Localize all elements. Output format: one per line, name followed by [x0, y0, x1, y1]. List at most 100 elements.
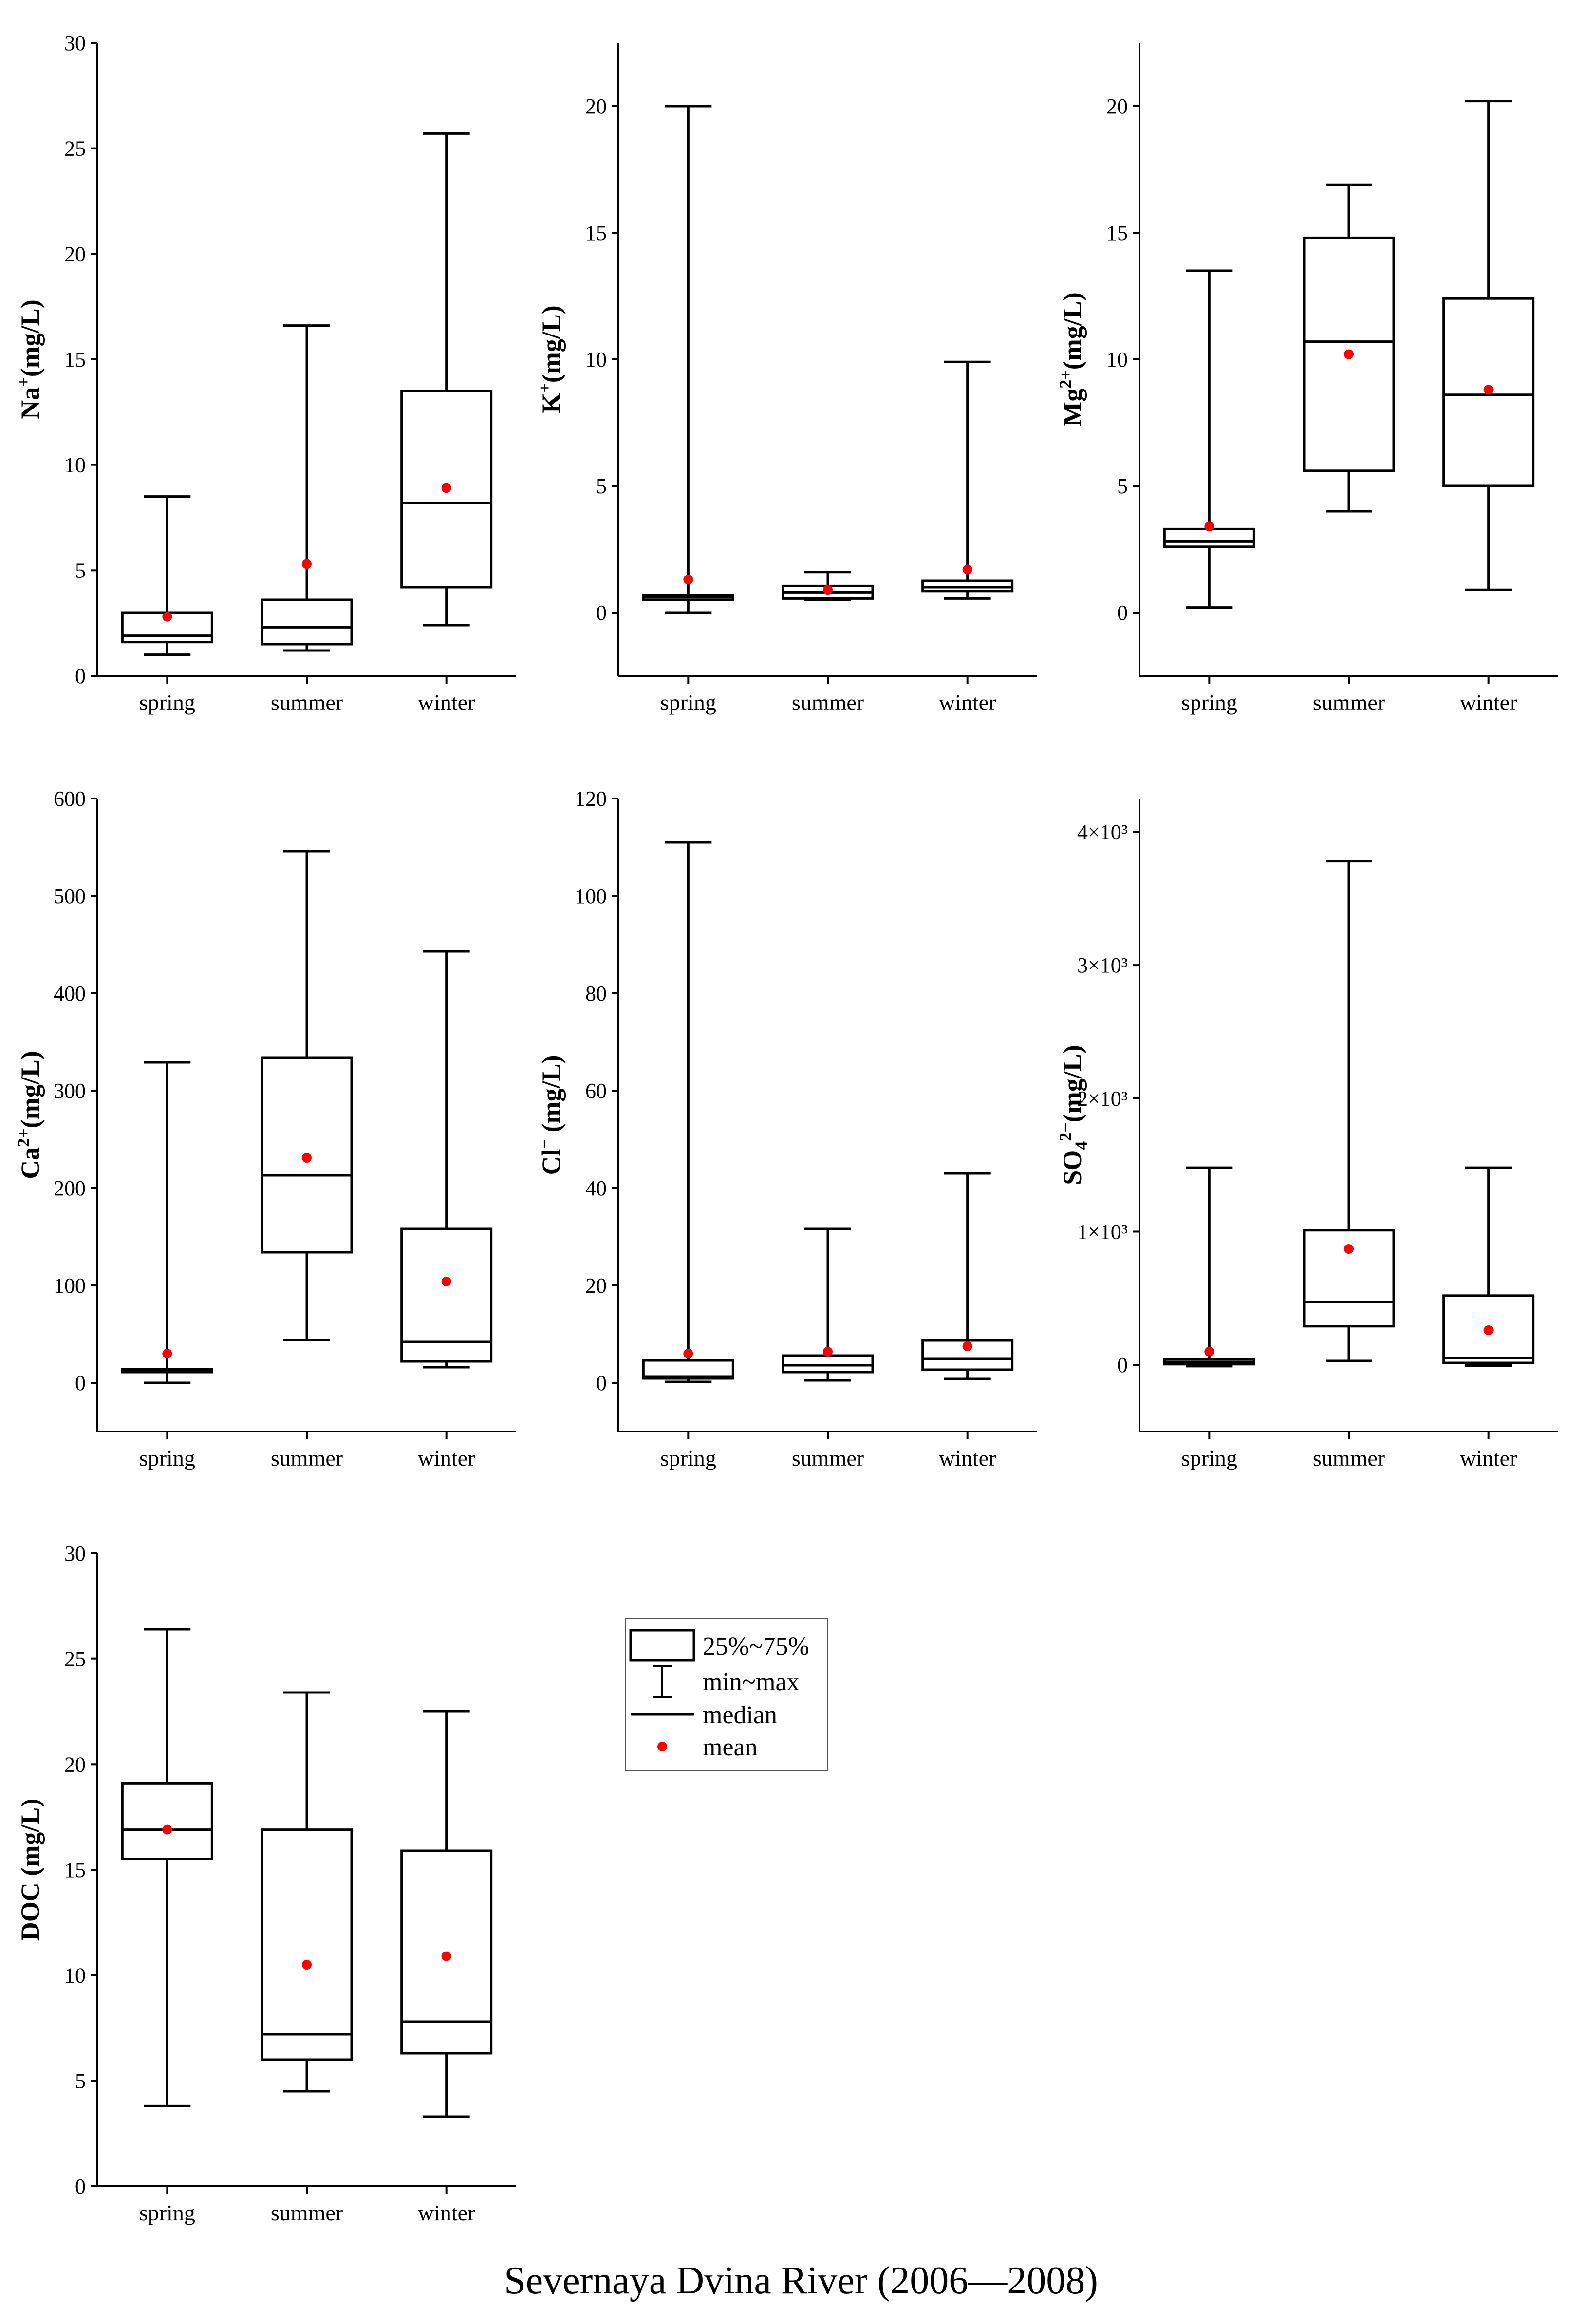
iqr-box — [782, 1354, 874, 1374]
iqr-box — [261, 598, 353, 646]
mean-point — [302, 1960, 312, 1970]
box-summer — [782, 571, 874, 601]
box-spring — [642, 841, 734, 1383]
y-tick-label: 5 — [75, 558, 86, 582]
y-tick-label: 15 — [64, 1858, 86, 1882]
y-tick-label: 80 — [585, 982, 607, 1005]
box-spring — [642, 105, 734, 614]
figure-caption: Severnaya Dvina River (2006—2008) — [504, 2259, 1098, 2302]
mean-point — [962, 1341, 972, 1351]
y-axis-label: Na+(mg/L) — [14, 299, 45, 419]
box-spring — [121, 1628, 213, 2107]
y-axis-label: Mg2+(mg/L) — [1056, 292, 1087, 426]
iqr-box — [1303, 1229, 1395, 1328]
y-tick-label: 15 — [585, 221, 607, 245]
box-spring — [1163, 1166, 1255, 1368]
category-label: spring — [139, 690, 195, 715]
box-spring — [121, 495, 213, 656]
mean-point — [823, 585, 833, 595]
mean-point — [962, 564, 972, 575]
mean-point — [162, 1349, 172, 1358]
legend-frame — [625, 1618, 828, 1771]
iqr-box — [1442, 297, 1535, 487]
y-tick-label: 300 — [54, 1079, 86, 1103]
panel-2: 0 5 10 15 20 K+(mg/L) spring summer winter — [535, 43, 1037, 715]
iqr-box — [400, 1227, 493, 1363]
mean-point — [441, 1277, 451, 1286]
box-summer — [782, 1227, 874, 1382]
mean-point — [1344, 1244, 1354, 1254]
iqr-box — [1303, 236, 1395, 472]
y-tick-label: 500 — [54, 884, 86, 908]
category-label: summer — [1313, 690, 1385, 715]
box-summer — [261, 324, 353, 652]
y-tick-label: 15 — [1106, 221, 1128, 245]
y-tick-label: 0 — [596, 601, 607, 625]
mean-point — [683, 1349, 693, 1358]
box-winter — [921, 1172, 1014, 1380]
y-tick-label: 20 — [1106, 94, 1128, 118]
mean-point — [1483, 385, 1494, 395]
y-tick-label: 4×10³ — [1077, 820, 1128, 844]
y-tick-label: 5 — [596, 474, 607, 498]
y-tick-label: 10 — [585, 348, 607, 372]
y-tick-label: 30 — [64, 31, 86, 55]
mean-point — [1204, 521, 1214, 532]
y-tick-label: 30 — [64, 1542, 86, 1565]
category-label: summer — [271, 1446, 343, 1470]
y-tick-label: 120 — [575, 787, 607, 811]
panel-3: 0 5 10 15 20 Mg2+(mg/L) spring summer winter — [1056, 43, 1558, 715]
y-tick-label: 60 — [585, 1079, 607, 1103]
y-axis-label: Cl− (mg/L) — [535, 1055, 566, 1175]
mean-point — [441, 483, 451, 493]
iqr-box — [261, 1828, 353, 2061]
y-tick-label: 40 — [585, 1176, 607, 1200]
y-tick-label: 20 — [585, 94, 607, 118]
box-winter — [400, 132, 493, 627]
panel-5: 0 20 40 60 80 100 120 Cl− (mg/L) spring summer win… — [535, 787, 1037, 1470]
y-tick-label: 600 — [54, 787, 86, 811]
y-tick-label: 5 — [1117, 474, 1128, 498]
y-tick-label: 20 — [64, 242, 86, 266]
y-axis-label: SO42−(mg/L) — [1056, 1045, 1091, 1185]
category-label: summer — [271, 2200, 343, 2225]
y-tick-label: 20 — [64, 1752, 86, 1776]
legend-label-box: 25%~75% — [703, 1633, 809, 1660]
iqr-box — [261, 1056, 353, 1254]
category-label: winter — [939, 1446, 996, 1470]
y-tick-label: 25 — [64, 137, 86, 161]
mean-point — [302, 1153, 312, 1163]
category-label: summer — [792, 690, 864, 715]
y-tick-label: 100 — [575, 884, 607, 908]
mean-point — [441, 1951, 451, 1961]
mean-point — [162, 612, 172, 622]
iqr-box — [642, 1359, 734, 1380]
category-label: winter — [418, 2200, 475, 2225]
category-label: winter — [418, 690, 475, 715]
iqr-box — [400, 1849, 493, 2055]
y-tick-label: 0 — [1117, 601, 1128, 625]
panel-6: 0 1×10³ 2×10³ 3×10³ 4×10³ SO42−(mg/L) spring su… — [1056, 799, 1558, 1470]
category-label: spring — [139, 1446, 195, 1470]
y-axis-label: K+(mg/L) — [535, 305, 566, 413]
y-tick-label: 0 — [75, 664, 86, 688]
category-label: winter — [1460, 1446, 1517, 1470]
legend-label-mean: mean — [703, 1733, 758, 1761]
panel-7: 0 5 10 15 20 25 30 DOC (mg/L) spring summer winter — [16, 1542, 516, 2225]
legend: 25%~75% min~max median mean — [625, 1618, 828, 1771]
legend-mean-symbol — [657, 1742, 667, 1751]
category-label: winter — [1460, 690, 1517, 715]
mean-point — [302, 559, 312, 569]
box-summer — [261, 850, 353, 1341]
panel-1: 0 5 10 15 20 25 30 Na+(mg/L) spring summer winter — [14, 31, 516, 715]
category-label: spring — [1181, 690, 1237, 715]
y-tick-label: 25 — [64, 1647, 86, 1671]
category-label: winter — [939, 690, 996, 715]
legend-box-symbol — [629, 1629, 695, 1662]
y-tick-label: 200 — [54, 1176, 86, 1200]
box-winter — [1442, 100, 1535, 591]
y-tick-label: 20 — [585, 1274, 607, 1298]
category-label: summer — [271, 690, 343, 715]
box-winter — [1442, 1166, 1535, 1367]
